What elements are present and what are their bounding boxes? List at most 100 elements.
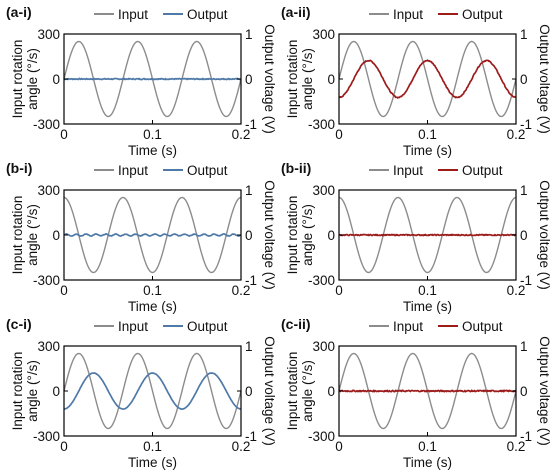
panel-label: (b-ii) [281,160,311,176]
y-left-axis-label-line: Input rotation [285,352,300,431]
y-left-tick-label: 300 [37,183,60,198]
y-left-axis-label-line: angle (°/s) [300,204,315,266]
legend-label: Output [187,7,228,22]
panel-label: (c-ii) [281,316,311,332]
y-left-tick-label: 300 [37,27,60,42]
y-right-tick-label: 1 [245,183,253,198]
y-left-tick-label: 300 [312,27,335,42]
output-series-line [338,59,517,99]
y-left-tick-label: -300 [308,429,335,444]
y-left-tick-label: 300 [312,183,335,198]
y-left-axis-label: Input rotationangle (°/s) [285,196,315,275]
y-left-tick-label: -300 [33,429,60,444]
y-left-tick-label: -300 [308,273,335,288]
legend-label: Input [118,163,148,178]
x-tick-label: 0.1 [143,283,162,298]
y-left-axis-label-line: Input rotation [10,196,25,275]
output-series-line [63,233,242,237]
x-tick-label: 0.1 [418,283,437,298]
output-series-line [63,77,242,81]
y-right-tick-label: 1 [520,27,528,42]
y-right-tick-label: -1 [245,117,257,132]
input-series-line [338,40,517,118]
legend-label: Output [462,319,503,334]
y-left-tick-label: 0 [327,384,335,399]
y-right-tick-label: -1 [520,429,532,444]
x-axis-label: Time (s) [128,455,177,470]
y-right-tick-label: 0 [520,384,528,399]
y-right-axis-label: Output voltage (V) [537,24,550,134]
panel-label: (c-i) [6,316,32,332]
y-right-axis-label: Output voltage (V) [262,336,277,446]
x-tick-label: 0.1 [143,439,162,454]
x-tick-label: 0 [335,439,343,454]
y-left-axis-label: Input rotationangle (°/s) [285,40,315,119]
y-right-tick-label: 0 [245,384,253,399]
y-left-axis-label: Input rotationangle (°/s) [285,352,315,431]
y-left-tick-label: -300 [33,273,60,288]
y-left-axis-label-line: angle (°/s) [25,48,40,110]
y-right-axis-label: Output voltage (V) [262,24,277,134]
x-axis-label: Time (s) [128,143,177,158]
output-series-line [338,233,517,237]
input-series-line [63,352,242,430]
legend-label: Output [187,319,228,334]
y-left-tick-label: 0 [52,384,60,399]
y-right-tick-label: -1 [245,273,257,288]
y-left-axis-label-line: Input rotation [285,196,300,275]
y-left-axis-label: Input rotationangle (°/s) [10,352,40,431]
x-axis-label: Time (s) [403,299,452,314]
legend-label: Output [187,163,228,178]
y-right-tick-label: -1 [520,273,532,288]
y-left-tick-label: -300 [308,117,335,132]
output-series-line [338,389,517,393]
x-tick-label: 0.1 [143,127,162,142]
x-tick-label: 0 [335,127,343,142]
y-right-axis-label: Output voltage (V) [262,180,277,290]
y-left-tick-label: 300 [37,339,60,354]
input-series-line [63,196,242,274]
panel-label: (a-i) [6,4,32,20]
x-axis-label: Time (s) [128,299,177,314]
x-tick-label: 0 [60,439,68,454]
output-series-line [63,372,242,410]
y-left-tick-label: 0 [327,72,335,87]
panel-label: (b-i) [6,160,32,176]
legend-label: Input [393,319,423,334]
y-left-axis-label-line: Input rotation [10,352,25,431]
legend-label: Output [462,163,503,178]
legend-label: Input [393,163,423,178]
legend-label: Input [393,7,423,22]
x-tick-label: 0.2 [507,439,526,454]
x-axis-label: Time (s) [403,143,452,158]
y-right-tick-label: 0 [245,228,253,243]
x-tick-label: 0.2 [507,127,526,142]
x-tick-label: 0 [60,127,68,142]
x-axis-label: Time (s) [403,455,452,470]
y-left-axis-label-line: angle (°/s) [300,360,315,422]
x-tick-label: 0.1 [418,127,437,142]
y-left-tick-label: 300 [312,339,335,354]
x-tick-label: 0.2 [232,283,251,298]
y-left-axis-label-line: Input rotation [285,40,300,119]
legend-label: Input [118,319,148,334]
y-right-tick-label: -1 [520,117,532,132]
y-left-axis-label-line: angle (°/s) [300,48,315,110]
y-left-tick-label: 0 [52,72,60,87]
x-tick-label: 0 [60,283,68,298]
y-right-tick-label: 0 [520,228,528,243]
y-left-axis-label-line: Input rotation [10,40,25,119]
x-tick-label: 0.1 [418,439,437,454]
y-right-tick-label: 1 [520,183,528,198]
y-left-axis-label: Input rotationangle (°/s) [10,40,40,119]
y-right-axis-label: Output voltage (V) [537,180,550,290]
y-left-tick-label: 0 [327,228,335,243]
y-left-axis-label-line: angle (°/s) [25,204,40,266]
y-left-axis-label: Input rotationangle (°/s) [10,196,40,275]
